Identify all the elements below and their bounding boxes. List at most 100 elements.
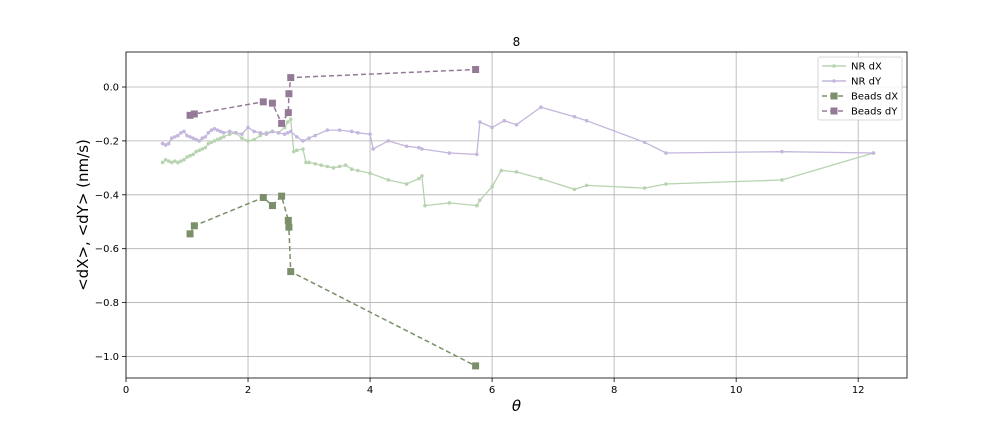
- data-point: [368, 132, 372, 136]
- data-point: [258, 131, 263, 135]
- data-point: [258, 133, 263, 138]
- data-point: [227, 129, 232, 134]
- data-point: [173, 159, 177, 163]
- x-tick-label: 4: [367, 385, 373, 396]
- data-point: [182, 129, 186, 134]
- data-point: [285, 120, 290, 124]
- data-point: [288, 117, 293, 122]
- data-point: [325, 164, 330, 169]
- data-point: [276, 131, 281, 135]
- legend-item-nr-dy: NR dY: [822, 77, 882, 88]
- data-point: [186, 111, 194, 119]
- y-tick-label: 0.0: [103, 83, 119, 94]
- data-point: [331, 166, 336, 170]
- data-point: [252, 137, 256, 142]
- data-point: [209, 128, 214, 132]
- x-tick-label: 10: [730, 385, 743, 396]
- data-point: [307, 136, 311, 141]
- x-tick-label: 0: [123, 385, 129, 396]
- data-point: [490, 125, 494, 130]
- data-point: [203, 135, 208, 139]
- data-point: [642, 186, 647, 190]
- data-point: [349, 167, 354, 171]
- data-point: [197, 148, 202, 153]
- data-point: [386, 178, 391, 182]
- data-point: [572, 187, 577, 192]
- data-point: [664, 151, 668, 155]
- data-point: [337, 128, 342, 132]
- data-point: [259, 98, 267, 106]
- data-point: [386, 139, 391, 143]
- y-tick-label: −1.0: [95, 352, 119, 363]
- data-point: [212, 126, 217, 131]
- series-beads-dy: [186, 66, 480, 127]
- legend-label: NR dX: [851, 62, 882, 73]
- data-point: [169, 160, 174, 165]
- legend-marker: [830, 92, 838, 100]
- data-point: [287, 268, 295, 276]
- data-point: [287, 74, 295, 82]
- data-point: [572, 114, 577, 119]
- y-tick-label: −0.2: [95, 136, 119, 147]
- data-point: [200, 147, 205, 151]
- data-point: [194, 149, 198, 154]
- series-nr-dx: [160, 117, 876, 208]
- data-point: [218, 129, 223, 134]
- data-point: [176, 160, 180, 165]
- data-point: [209, 140, 214, 145]
- data-point: [478, 198, 482, 202]
- data-point: [191, 136, 195, 141]
- data-point: [288, 129, 293, 134]
- data-point: [285, 223, 293, 231]
- data-point: [475, 152, 479, 157]
- data-point: [871, 151, 876, 155]
- data-point: [502, 118, 507, 123]
- data-point: [337, 164, 342, 169]
- data-point: [417, 176, 421, 181]
- series-line-beads-dx: [189, 194, 476, 367]
- series-beads-dx: [186, 192, 480, 370]
- data-point: [313, 133, 317, 138]
- data-point: [642, 140, 647, 145]
- data-point: [221, 131, 226, 135]
- data-point: [215, 137, 220, 142]
- data-point: [240, 132, 244, 136]
- data-point: [160, 160, 165, 165]
- data-point: [319, 163, 324, 167]
- legend-label: Beads dX: [851, 92, 898, 103]
- legend-box: [817, 56, 903, 121]
- data-point: [240, 136, 244, 141]
- data-point: [356, 168, 360, 173]
- data-point: [206, 141, 211, 146]
- data-point: [179, 159, 183, 163]
- data-point: [185, 155, 189, 159]
- data-point: [417, 145, 421, 150]
- data-point: [539, 176, 543, 181]
- y-axis-label: <dX>, <dY> (nm/s): [74, 139, 92, 291]
- data-point: [343, 163, 348, 167]
- data-point: [163, 143, 168, 147]
- data-point: [447, 201, 452, 205]
- data-point: [356, 131, 360, 135]
- data-point: [185, 133, 189, 138]
- x-axis-label: θ: [512, 397, 521, 415]
- data-point: [291, 149, 296, 154]
- series-line-beads-dy: [189, 68, 476, 125]
- data-point: [420, 147, 424, 151]
- data-point: [304, 160, 308, 165]
- legend-label: Beads dY: [851, 107, 898, 118]
- data-point: [268, 99, 276, 107]
- data-point: [349, 129, 354, 134]
- data-point: [166, 159, 171, 163]
- data-point: [278, 192, 286, 200]
- x-tick-label: 8: [611, 385, 617, 396]
- data-point: [514, 122, 519, 127]
- data-point: [313, 162, 317, 166]
- data-point: [301, 139, 305, 143]
- data-point: [160, 141, 165, 146]
- data-point: [478, 120, 482, 124]
- data-point: [194, 137, 198, 142]
- data-point: [246, 139, 250, 143]
- data-point: [191, 152, 195, 157]
